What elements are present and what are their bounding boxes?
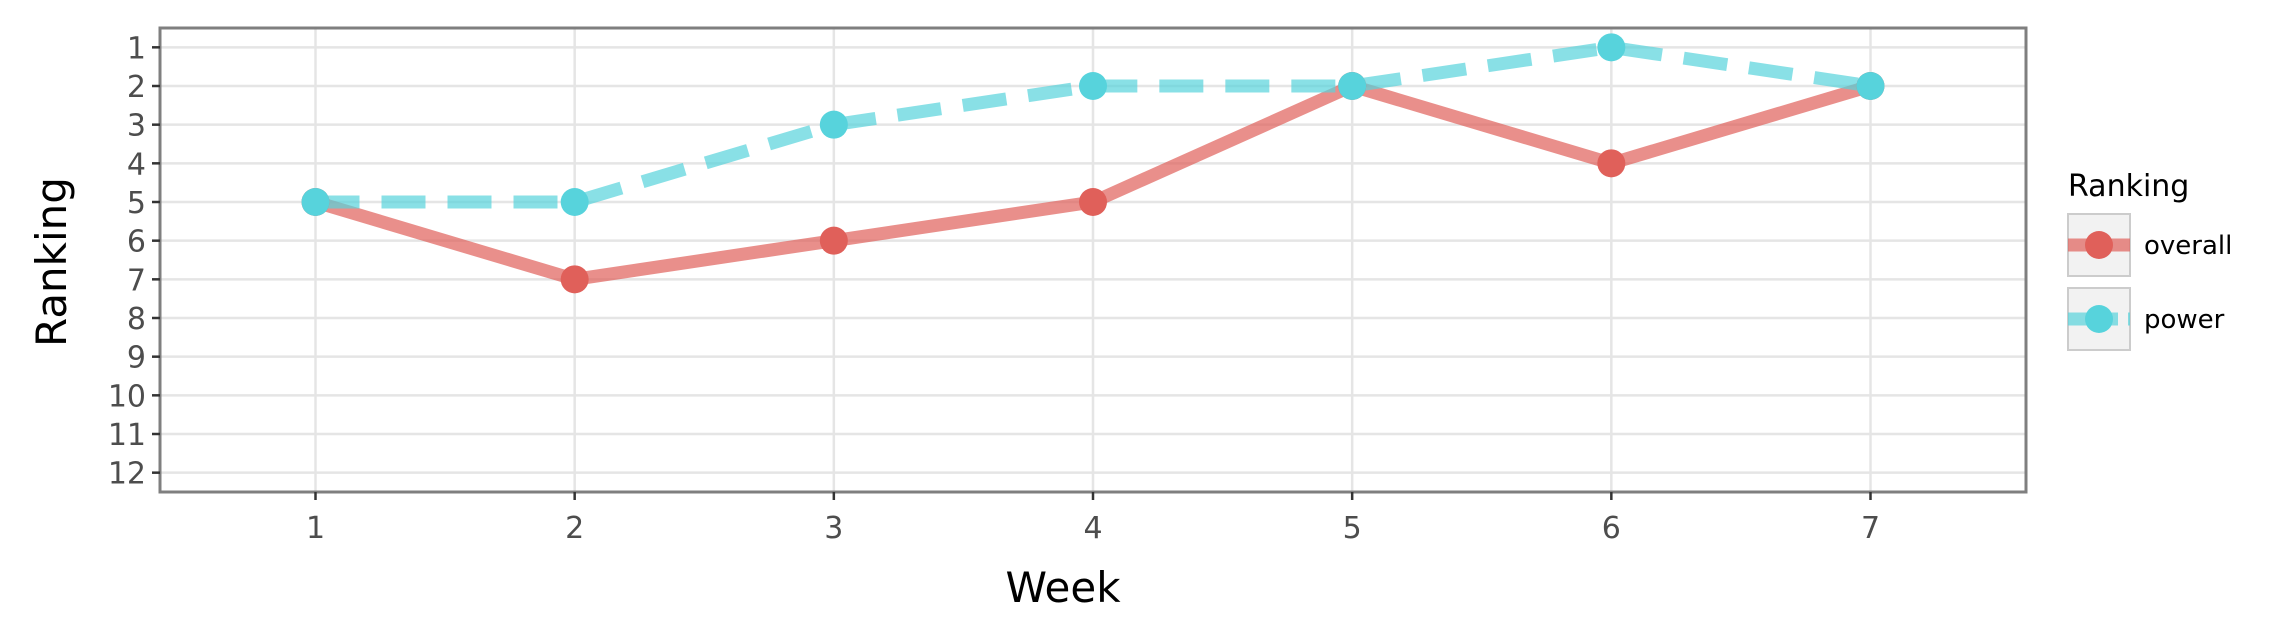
x-tick-label: 6 (1602, 511, 1621, 546)
y-tick-label: 6 (127, 225, 146, 260)
y-tick-label: 11 (108, 418, 146, 453)
y-tick-label: 9 (127, 341, 146, 376)
y-tick-label: 12 (108, 457, 146, 492)
legend-label: overall (2144, 231, 2232, 261)
x-tick-label: 2 (565, 511, 584, 546)
legend-item-overall: overall (2067, 213, 2232, 277)
y-axis-title: Ranking (27, 177, 76, 347)
data-point-power (560, 188, 589, 216)
y-tick-label: 10 (108, 379, 146, 414)
data-point-overall (1079, 188, 1107, 216)
x-axis-title: Week (1005, 563, 1121, 612)
legend: Ranking overall power (2067, 169, 2232, 351)
x-tick-label: 1 (306, 511, 325, 546)
data-point-overall (1597, 149, 1626, 178)
x-tick-label: 3 (824, 511, 843, 546)
y-tick-label: 4 (127, 147, 146, 182)
legend-key-point (2085, 305, 2113, 333)
legend-label: power (2144, 305, 2225, 335)
data-point-power (819, 110, 848, 139)
data-point-power (301, 188, 330, 216)
y-tick-label: 2 (127, 70, 146, 105)
data-point-power (1079, 72, 1107, 100)
y-tick-label: 3 (127, 109, 146, 144)
legend-item-power: power (2067, 287, 2225, 351)
data-point-overall (819, 226, 848, 255)
y-tick-label: 7 (127, 263, 146, 298)
data-point-power (1597, 33, 1626, 62)
y-tick-label: 5 (127, 186, 146, 221)
data-point-power (1856, 72, 1885, 100)
data-point-power (1338, 72, 1367, 100)
data-point-overall (560, 265, 589, 294)
x-tick-label: 4 (1083, 511, 1102, 546)
x-tick-label: 7 (1861, 511, 1880, 546)
x-tick-label: 5 (1343, 511, 1362, 546)
y-tick-label: 8 (127, 302, 146, 337)
legend-title: Ranking (2068, 169, 2189, 204)
series-layer (301, 33, 1885, 294)
legend-key-point (2085, 231, 2113, 259)
y-tick-label: 1 (127, 31, 146, 66)
